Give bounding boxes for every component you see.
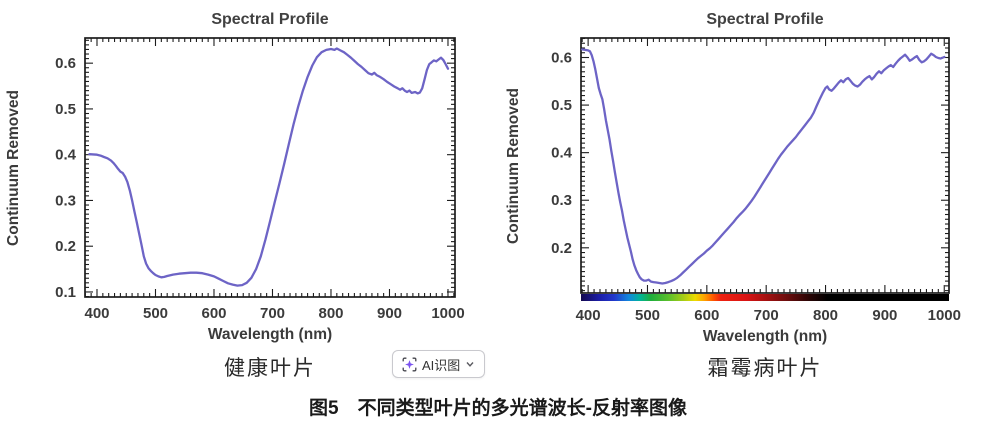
x-tick-label: 600 [694,307,719,324]
x-tick-label: 400 [84,305,109,322]
plot-area: 400 500 600 700 800 900 1000 0.1 0.2 0.3 0.4 0.5 0.6 [55,37,465,322]
x-tick-label: 1000 [928,307,961,324]
x-tick-label: 800 [813,307,838,324]
y-axis-label: Continuum Removed [5,90,22,246]
y-tick-label: 0.1 [55,284,76,301]
x-tick-label: 400 [576,307,601,324]
x-tick-label: 600 [201,305,226,322]
y-axis-label: Continuum Removed [505,88,522,244]
y-tick-label: 0.5 [551,97,572,114]
y-tick-label: 0.4 [55,147,77,164]
ai-recognize-label: AI识图 [422,357,461,373]
chart-title: Spectral Profile [211,11,328,28]
x-axis-label: Wavelength (nm) [208,326,332,343]
x-tick-label: 800 [318,305,343,322]
y-tick-label: 0.2 [55,238,76,255]
y-tick-label: 0.6 [551,50,572,67]
x-tick-label: 700 [754,307,779,324]
downy-mildew-leaf-spectrum-curve [581,48,946,285]
y-tick-label: 0.4 [551,145,573,162]
figure-caption: 图5 不同类型叶片的多光谱波长-反射率图像 [309,398,687,419]
x-tick-label: 900 [377,305,402,322]
x-tick-label: 500 [635,307,660,324]
y-tick-label: 0.6 [55,55,76,72]
ai-recognize-button[interactable]: AI识图 [392,350,486,378]
y-tick-label: 0.5 [55,101,76,118]
mildew-leaf-spectral-chart: Spectral Profile Wavelength (nm) Continu… [505,11,961,345]
healthy-leaf-spectrum-curve [88,47,450,287]
plot-area: 400 500 600 700 800 900 1000 0.2 0.3 0.4 0.5 0.6 [551,37,961,324]
y-tick-label: 0.2 [551,240,572,257]
x-tick-label: 900 [872,307,897,324]
ai-scan-sparkle-icon [402,357,417,371]
chevron-down-icon[interactable] [465,359,475,369]
healthy-leaf-caption: 健康叶片 [224,356,316,380]
y-tick-label: 0.3 [55,192,76,209]
chart-title: Spectral Profile [706,11,823,28]
x-tick-label: 1000 [431,305,464,322]
x-axis-label: Wavelength (nm) [703,328,827,345]
y-tick-label: 0.3 [551,192,572,209]
healthy-leaf-spectral-chart: Spectral Profile Wavelength (nm) Continu… [5,11,465,343]
x-tick-label: 700 [260,305,285,322]
mildew-leaf-caption: 霜霉病叶片 [707,356,823,380]
x-tick-label: 500 [143,305,168,322]
